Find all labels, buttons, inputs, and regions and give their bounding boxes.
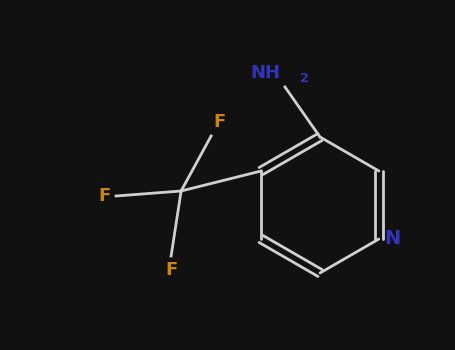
Text: F: F xyxy=(213,113,225,131)
Text: F: F xyxy=(99,187,111,205)
Text: NH: NH xyxy=(250,64,280,82)
Text: N: N xyxy=(384,230,400,248)
Text: 2: 2 xyxy=(300,72,309,85)
Text: F: F xyxy=(165,261,177,279)
